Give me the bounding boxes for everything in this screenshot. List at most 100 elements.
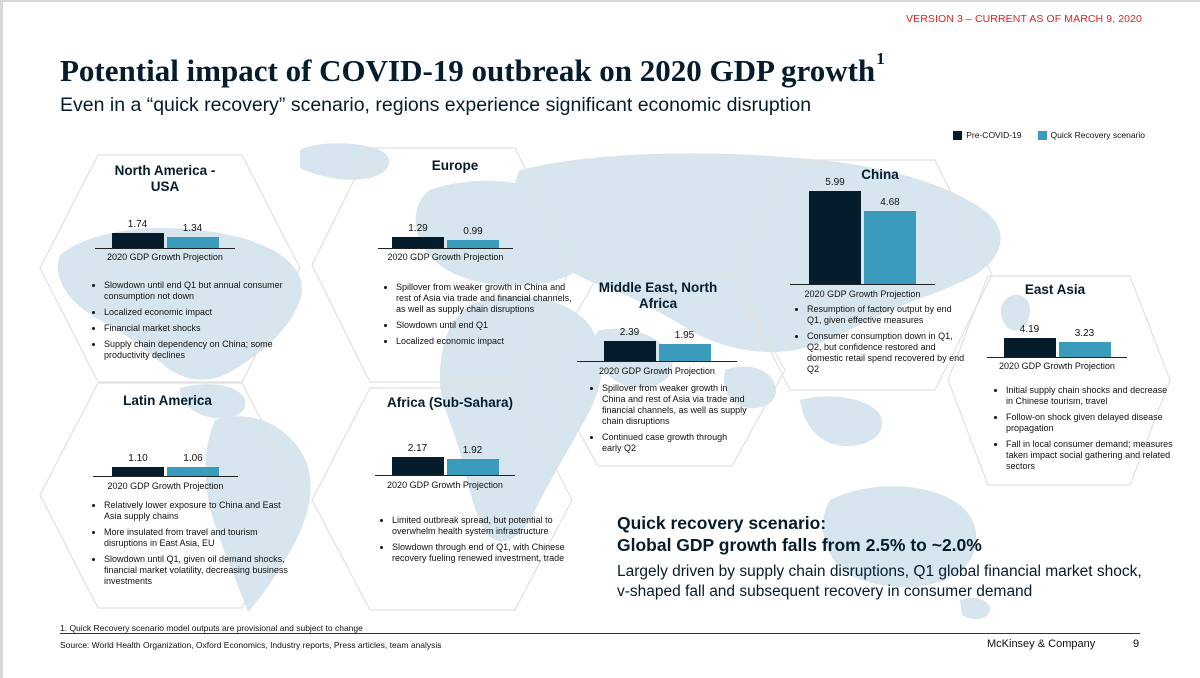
bullet-item: Relatively lower exposure to China and E… xyxy=(104,500,294,522)
bullet-item: Financial market shocks xyxy=(104,323,294,334)
legend-item-quick: Quick Recovery scenario xyxy=(1037,130,1145,140)
scenario-heading-line2: Global GDP growth falls from 2.5% to ~2.… xyxy=(617,535,982,555)
brand-name: McKinsey & Company xyxy=(987,638,1096,650)
bullets-latin_america: Relatively lower exposure to China and E… xyxy=(92,500,294,592)
bar-value-mena-quick: 1.95 xyxy=(674,330,695,342)
bar-north_america-quick xyxy=(166,236,219,248)
footnote: 1. Quick Recovery scenario model outputs… xyxy=(60,623,363,633)
title-footnote-mark: 1 xyxy=(876,49,885,68)
bullet-item: Limited outbreak spread, but potential t… xyxy=(392,515,567,537)
bar-value-north_america-pre: 1.74 xyxy=(127,219,148,231)
frame-left xyxy=(0,0,3,678)
bullet-item: Localized economic impact xyxy=(396,336,574,347)
bar-china-pre xyxy=(809,191,861,284)
bar-africa-pre xyxy=(391,456,444,475)
axis-mena xyxy=(577,361,737,362)
bullet-item: Follow-on shock given delayed disease pr… xyxy=(1006,412,1176,434)
page-subtitle: Even in a “quick recovery” scenario, reg… xyxy=(60,94,812,116)
axis-east_asia xyxy=(987,357,1127,358)
bar-east_asia-pre xyxy=(1003,338,1056,357)
region-title-latin_america: Latin America xyxy=(123,393,212,408)
caption-africa: 2020 GDP Growth Projection xyxy=(387,480,503,490)
caption-china: 2020 GDP Growth Projection xyxy=(804,289,921,299)
title-text: Potential impact of COVID-19 outbreak on… xyxy=(60,53,876,88)
legend-item-pre: Pre-COVID-19 xyxy=(953,130,1022,140)
version-label: VERSION 3 – CURRENT AS OF MARCH 9, 2020 xyxy=(906,13,1142,25)
bar-mena-quick xyxy=(658,344,711,361)
bullet-item: Resumption of factory output by end Q1, … xyxy=(807,304,967,326)
bullet-item: Spillover from weaker growth in China an… xyxy=(396,282,574,315)
scenario-body: Largely driven by supply chain disruptio… xyxy=(617,563,1142,600)
caption-east_asia: 2020 GDP Growth Projection xyxy=(999,361,1115,371)
region-title-north_america: North America - USA xyxy=(114,163,216,194)
caption-north_america: 2020 GDP Growth Projection xyxy=(107,252,223,262)
bullet-item: Spillover from weaker growth in China an… xyxy=(602,383,747,427)
bar-latin_america-pre xyxy=(112,466,164,476)
page-title: Potential impact of COVID-19 outbreak on… xyxy=(60,49,885,89)
legend-label-pre: Pre-COVID-19 xyxy=(966,130,1022,140)
hexagon-outlines xyxy=(39,147,1171,611)
bar-value-china-quick: 4.68 xyxy=(880,197,900,209)
scenario-heading: Quick recovery scenario: Global GDP grow… xyxy=(617,512,982,556)
bar-value-china-pre: 5.99 xyxy=(825,177,845,189)
bullet-item: Localized economic impact xyxy=(104,307,294,318)
bar-value-latin_america-pre: 1.10 xyxy=(128,452,148,464)
bullets-europe: Spillover from weaker growth in China an… xyxy=(384,282,574,352)
caption-latin_america: 2020 GDP Growth Projection xyxy=(107,481,224,491)
axis-europe xyxy=(378,248,513,249)
bar-value-europe-quick: 0.99 xyxy=(463,225,483,237)
bullets-north_america: Slowdown until end Q1 but annual consume… xyxy=(92,280,294,366)
source-note: Source: World Health Organization, Oxfor… xyxy=(60,640,442,650)
bullets-africa: Limited outbreak spread, but potential t… xyxy=(380,515,567,569)
legend-label-quick: Quick Recovery scenario xyxy=(1050,130,1145,140)
bar-value-africa-pre: 2.17 xyxy=(407,442,428,454)
bullet-item: Fall in local consumer demand; measures … xyxy=(1006,439,1176,472)
bar-north_america-pre xyxy=(111,233,164,248)
legend-swatch-pre xyxy=(953,130,963,140)
caption-mena: 2020 GDP Growth Projection xyxy=(599,366,715,376)
region-title-east_asia: East Asia xyxy=(1024,282,1086,297)
bar-china-quick xyxy=(864,211,916,284)
region-title-china: China xyxy=(861,167,899,182)
bar-europe-pre xyxy=(392,237,444,248)
bullets-mena: Spillover from weaker growth in China an… xyxy=(590,383,747,459)
axis-china xyxy=(790,284,935,285)
bullet-item: Slowdown until end Q1 but annual consume… xyxy=(104,280,294,302)
bar-value-mena-pre: 2.39 xyxy=(619,326,640,338)
bar-east_asia-quick xyxy=(1058,342,1111,357)
caption-europe: 2020 GDP Growth Projection xyxy=(387,252,504,262)
bar-europe-quick xyxy=(447,239,499,248)
bullets-china: Resumption of factory output by end Q1, … xyxy=(795,304,967,380)
bullet-item: More insulated from travel and tourism d… xyxy=(104,527,294,549)
bullet-item: Initial supply chain shocks and decrease… xyxy=(1006,385,1176,407)
region-title-mena: Middle East, North Africa xyxy=(598,280,718,311)
region-title-africa: Africa (Sub-Sahara) xyxy=(386,395,514,410)
bullets-east_asia: Initial supply chain shocks and decrease… xyxy=(994,385,1176,477)
bar-value-latin_america-quick: 1.06 xyxy=(183,452,203,464)
legend-swatch-quick xyxy=(1037,130,1047,140)
region-title-europe: Europe xyxy=(431,158,479,173)
bar-value-east_asia-pre: 4.19 xyxy=(1019,324,1040,336)
scenario-heading-line1: Quick recovery scenario: xyxy=(617,513,827,533)
page-number: 9 xyxy=(1133,638,1140,650)
chart-legend: Pre-COVID-19 Quick Recovery scenario xyxy=(943,130,1145,140)
bar-mena-pre xyxy=(603,340,656,361)
axis-africa xyxy=(375,475,515,476)
bar-latin_america-quick xyxy=(167,466,219,476)
bullet-item: Supply chain dependency on China; some p… xyxy=(104,339,294,361)
bar-value-europe-pre: 1.29 xyxy=(408,223,428,235)
bullet-item: Slowdown until end Q1 xyxy=(396,320,574,331)
bar-value-east_asia-quick: 3.23 xyxy=(1074,328,1095,340)
bar-africa-quick xyxy=(446,458,499,475)
bullet-item: Consumer consumption down in Q1, Q2, but… xyxy=(807,331,967,375)
bullet-item: Slowdown until Q1, given oil demand shoc… xyxy=(104,554,294,587)
footer-rule xyxy=(60,633,1140,634)
axis-latin_america xyxy=(93,476,238,477)
bar-value-africa-quick: 1.92 xyxy=(462,444,483,456)
bar-value-north_america-quick: 1.34 xyxy=(182,222,203,234)
bullet-item: Slowdown through end of Q1, with Chinese… xyxy=(392,542,567,564)
frame-top xyxy=(0,0,1200,2)
bullet-item: Continued case growth through early Q2 xyxy=(602,432,747,454)
axis-north_america xyxy=(95,248,235,249)
